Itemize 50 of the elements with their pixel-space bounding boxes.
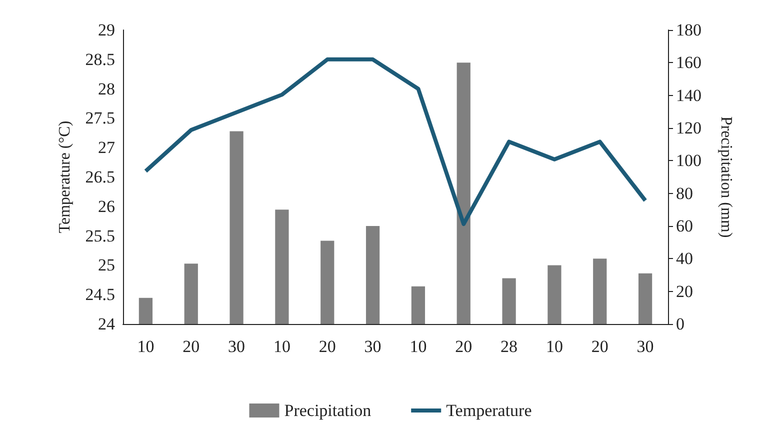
y-tick-label: 27.5 (85, 108, 115, 128)
y-tick-label: 26 (98, 196, 115, 216)
x-tick-label: 20 (455, 337, 472, 356)
y2-tick-label: 160 (676, 53, 702, 72)
bar (411, 286, 426, 324)
y2-tick-label: 60 (676, 216, 693, 236)
y-tick-label: 29 (98, 20, 115, 40)
y-tick-label: 28.5 (85, 50, 115, 69)
line-series (144, 57, 648, 226)
x-tick-label: 30 (364, 337, 382, 356)
y-tick-label: 25.5 (85, 226, 115, 246)
x-tick-label: 20 (318, 337, 336, 356)
y2-tick-label: 0 (676, 314, 684, 334)
y-axis-title: Temperature (°C) (56, 120, 74, 234)
y-tick-label: 27 (98, 138, 116, 158)
x-tick-label: 10 (410, 337, 427, 356)
y2-tick-label: 180 (676, 20, 702, 40)
y2-tick-label: 140 (676, 86, 702, 105)
bar (502, 278, 516, 324)
bar (593, 258, 607, 324)
bar (456, 62, 470, 324)
y-tick-label: 26.5 (85, 168, 115, 186)
bar (638, 273, 652, 324)
y2-axis-title: Precipitation (mm) (718, 116, 734, 238)
y-tick-label: 25 (98, 256, 115, 275)
bar (366, 226, 380, 324)
y2-tick-label: 40 (676, 249, 693, 268)
y2-tick-label: 20 (676, 282, 693, 301)
x-tick-label: 10 (273, 337, 290, 356)
x-tick-label: 28 (500, 337, 518, 356)
x-tick-label: 30 (228, 337, 246, 356)
bar (320, 240, 334, 324)
bar (138, 298, 153, 324)
y-tick-label: 24.5 (85, 285, 115, 304)
bar (230, 131, 244, 324)
legend-label: Temperature (446, 401, 532, 420)
bar (184, 264, 198, 324)
x-tick-label: 20 (591, 337, 608, 356)
y2-tick-label: 80 (676, 184, 693, 203)
bar (275, 210, 289, 324)
legend-label: Precipitation (284, 401, 372, 420)
x-tick-label: 10 (546, 337, 563, 356)
x-tick-label: 20 (182, 337, 200, 356)
y2-tick-label: 100 (676, 151, 702, 170)
x-tick-label: 10 (137, 337, 154, 356)
y2-tick-label: 120 (676, 118, 702, 138)
x-tick-label: 30 (636, 337, 654, 356)
bar (548, 265, 562, 324)
y-tick-label: 24 (98, 314, 116, 334)
y-tick-label: 28 (98, 79, 115, 98)
